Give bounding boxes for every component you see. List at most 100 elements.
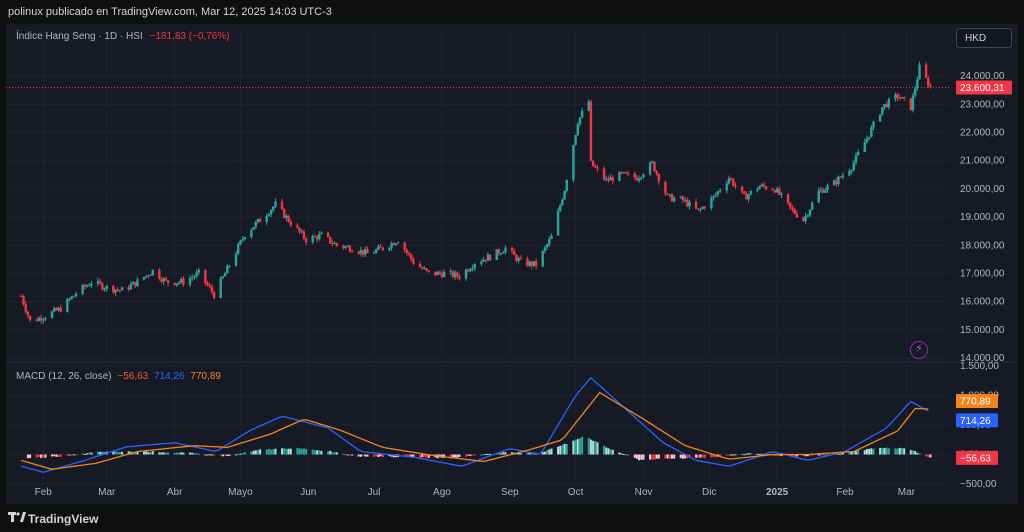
candle-body — [510, 247, 514, 251]
histogram-bar — [270, 449, 273, 455]
histogram-bar — [377, 454, 380, 457]
symbol-legend[interactable]: Índice Hang Seng · 1D · HSI −181,83 (−0,… — [16, 31, 230, 42]
candle-body — [924, 64, 928, 78]
lightning-icon[interactable]: ⚡ — [910, 341, 928, 359]
histogram-bar — [83, 453, 86, 455]
histogram-bar — [741, 453, 744, 455]
candle-body — [26, 311, 30, 316]
candle-body — [423, 268, 426, 270]
histogram-bar — [90, 452, 93, 455]
histogram-bar — [213, 454, 216, 456]
histogram-bar — [259, 449, 262, 455]
histogram-bar — [419, 454, 422, 458]
histogram-bar — [758, 454, 761, 456]
x-tick-label: Jul — [368, 487, 381, 498]
candle-body — [101, 283, 104, 290]
histogram-bar — [318, 449, 321, 455]
histogram-bar — [252, 450, 255, 455]
candle-body — [804, 215, 807, 222]
histogram-bar — [373, 454, 376, 457]
histogram-bar — [802, 454, 805, 456]
histogram-bar — [565, 443, 568, 455]
candle-body — [182, 278, 185, 285]
candle-body — [681, 196, 685, 201]
histogram-bar — [254, 450, 257, 455]
histogram-bar — [423, 454, 426, 457]
histogram-bar — [427, 454, 430, 458]
histogram-bar — [486, 453, 489, 455]
histogram-bar — [366, 454, 369, 457]
histogram-bar — [364, 454, 367, 457]
candle-body — [642, 174, 645, 178]
candle-body — [808, 209, 812, 216]
candle-body — [648, 162, 652, 175]
candle-body — [824, 189, 827, 193]
histogram-bar — [239, 453, 242, 455]
candle-body — [856, 152, 860, 156]
candle-body — [375, 249, 378, 253]
histogram-bar — [622, 453, 625, 455]
histogram-bar — [331, 452, 334, 455]
histogram-bar — [327, 451, 330, 455]
candle-body — [718, 190, 722, 192]
candle-body — [725, 183, 728, 191]
histogram-bar — [502, 452, 505, 455]
currency-button[interactable]: HKD — [956, 28, 1012, 48]
candle-body — [484, 259, 487, 261]
histogram-bar — [804, 454, 807, 457]
histogram-bar — [681, 454, 684, 459]
candles — [20, 61, 932, 324]
candle-body — [867, 136, 871, 139]
histogram-bar — [894, 448, 897, 455]
candle-body — [694, 201, 698, 209]
histogram-bar — [546, 450, 549, 455]
candle-body — [396, 242, 400, 244]
candle-body — [714, 194, 717, 196]
candle-body — [633, 173, 636, 178]
histogram-bar — [272, 449, 275, 455]
candle-body — [142, 277, 146, 280]
histogram-bar — [664, 454, 667, 459]
histogram-bar — [235, 454, 238, 456]
candle-body — [795, 213, 799, 218]
macd-y-tick-label: −500,00 — [960, 479, 997, 490]
histogram-bar — [627, 454, 630, 456]
candle-body — [578, 117, 582, 125]
histogram-bar — [725, 454, 728, 456]
histogram-bar — [745, 453, 748, 455]
grid — [6, 28, 1018, 485]
histogram-bar — [563, 443, 566, 455]
candle-body — [88, 285, 91, 287]
candle-body — [620, 172, 623, 174]
histogram-bar — [454, 454, 457, 458]
histogram-bar — [651, 454, 654, 460]
x-tick-label: Feb — [836, 487, 854, 498]
candle-body — [219, 278, 222, 298]
histogram-bar — [868, 448, 871, 455]
histogram-bar — [497, 452, 500, 455]
candle-body — [221, 276, 225, 279]
histogram-bar — [42, 454, 45, 458]
candle-body — [311, 236, 314, 243]
histogram-bar — [642, 454, 645, 460]
candle-body — [517, 258, 520, 261]
histogram-bar — [289, 448, 292, 455]
macd-legend[interactable]: MACD (12, 26, close) −56,63 714,26 770,8… — [16, 371, 221, 382]
footer: TradingView — [0, 504, 1024, 532]
candle-body — [668, 194, 671, 196]
candle-body — [561, 199, 564, 206]
candle-body — [729, 178, 733, 180]
histogram-bar — [605, 447, 608, 455]
histogram-bar — [425, 454, 428, 459]
candle-body — [850, 169, 853, 172]
histogram-bar — [285, 448, 288, 455]
histogram-bar — [548, 449, 551, 455]
histogram-bar — [75, 454, 78, 456]
histogram-bar — [914, 451, 917, 455]
x-tick-label: Mayo — [228, 487, 253, 498]
x-tick-label: Dic — [702, 487, 716, 498]
candle-body — [580, 110, 584, 118]
candle-body — [361, 250, 365, 255]
candle-body — [548, 239, 551, 245]
